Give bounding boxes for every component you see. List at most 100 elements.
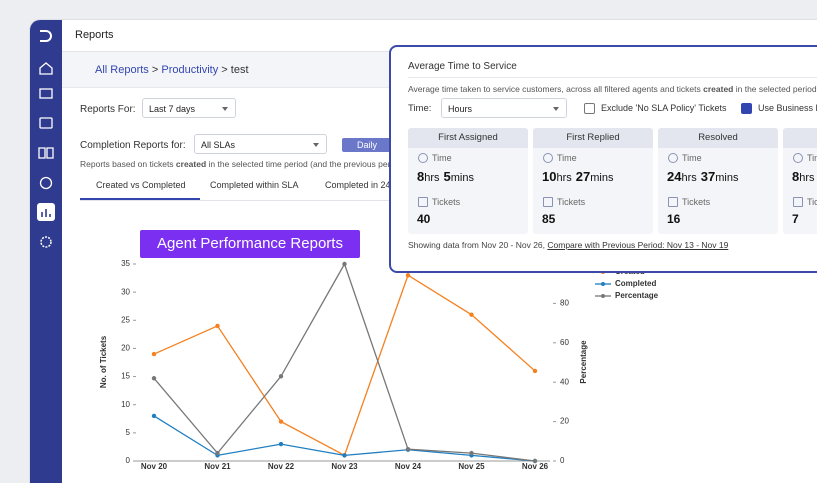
tasks-icon[interactable] [39, 176, 53, 190]
exclude-checkbox[interactable] [584, 103, 595, 114]
desc-text: Average time taken to service customers,… [408, 84, 704, 94]
desc-bold: created [703, 84, 734, 94]
time-label: Time [557, 153, 577, 163]
y-axis-label: No. of Tickets [99, 335, 108, 388]
breadcrumb-link[interactable]: All Reports [95, 64, 149, 76]
y-tick-label: 0 [126, 456, 131, 465]
sidebar [30, 20, 62, 483]
tickets-label: Tickets [807, 197, 817, 207]
ticket-icon [543, 197, 553, 207]
y2-tick-label: 0 [560, 456, 565, 465]
point [151, 413, 157, 419]
breadcrumb-current: test [230, 64, 249, 76]
time-label: Time [432, 153, 452, 163]
clock-icon [668, 153, 678, 163]
metric-card: First Assigned Time 8hrs 5mins Tickets 40 [408, 128, 528, 234]
time-label: Time [807, 153, 817, 163]
point [215, 450, 220, 456]
home-icon[interactable] [39, 62, 53, 75]
divider [408, 77, 817, 78]
clock-icon [543, 153, 553, 163]
note-text: Reports based on tickets [80, 159, 176, 169]
y-tick-label: 20 [121, 344, 130, 353]
time-unit: hrs [556, 172, 572, 184]
ticket-icon [668, 197, 678, 207]
time-unit: hrs [799, 172, 815, 184]
settings-icon[interactable] [40, 236, 52, 248]
time-label: Time: [408, 103, 432, 114]
legend-marker [601, 294, 605, 298]
time-value: 24hrs 37mins [667, 169, 738, 184]
point [469, 450, 474, 456]
y-tick-label: 25 [121, 315, 130, 324]
time-number: 24 [667, 169, 682, 184]
y2-tick-label: 40 [560, 377, 569, 386]
breadcrumb-sep: > [151, 64, 159, 76]
series-line [153, 262, 536, 462]
time-unit: mins [590, 172, 614, 184]
card-title [783, 128, 817, 148]
ticket-icon [793, 197, 803, 207]
time-number: 8 [792, 169, 800, 184]
reports-for-select[interactable]: Last 7 days [142, 98, 236, 118]
y-tick-label: 35 [121, 259, 130, 268]
time-unit: mins [715, 172, 739, 184]
point [469, 312, 474, 317]
exclude-label: Exclude 'No SLA Policy' Tickets [601, 103, 727, 113]
daily-button[interactable]: Daily [342, 138, 392, 152]
point [532, 458, 538, 464]
business-checkbox[interactable] [741, 103, 752, 114]
compare-link[interactable]: Compare with Previous Period: Nov 13 - N… [547, 240, 729, 250]
point [151, 376, 157, 381]
x-tick-label: Nov 20 [141, 462, 168, 471]
y-tick-label: 30 [121, 287, 130, 296]
tickets-icon[interactable] [39, 88, 53, 99]
header-title: Reports [75, 29, 114, 41]
ticket-icon [418, 197, 428, 207]
business-label: Use Business Hours [758, 103, 817, 113]
y2-tick-label: 80 [560, 299, 569, 308]
point [278, 419, 284, 424]
x-tick-label: Nov 25 [458, 462, 485, 471]
completion-label: Completion Reports for: [80, 140, 186, 151]
tab[interactable]: Completed within SLA [210, 180, 299, 190]
time-select[interactable]: Hours [441, 98, 567, 118]
popup-desc: Average time taken to service customers,… [408, 84, 817, 94]
x-tick-label: Nov 23 [331, 462, 358, 471]
time-unit: hrs [681, 172, 697, 184]
sidebar-icons [37, 30, 55, 248]
series-line [153, 274, 536, 457]
x-tick-label: Nov 24 [395, 462, 422, 471]
clock-icon [793, 153, 803, 163]
contacts-icon[interactable] [39, 117, 53, 129]
time-value: 8hrs 5mins [417, 169, 474, 184]
card-title: First Assigned [408, 128, 528, 148]
note-bold: created [175, 159, 207, 169]
legend-label: Completed [615, 279, 656, 288]
time-number: 5 [443, 169, 451, 184]
time-unit: hrs [424, 172, 440, 184]
reports-for-label: Reports For: [80, 104, 136, 115]
metric-card: Time 8hrs Tickets 7 [783, 128, 817, 234]
banner: Agent Performance Reports [140, 230, 360, 258]
point [342, 453, 347, 458]
metric-card: First Replied Time 10hrs 27mins Tickets 85 [533, 128, 653, 234]
tickets-value: 7 [792, 212, 799, 226]
x-tick-label: Nov 22 [268, 462, 295, 471]
time-number: 27 [575, 169, 591, 184]
kb-icon[interactable] [38, 147, 54, 159]
y2-tick-label: 60 [560, 338, 569, 347]
tab-active[interactable]: Created vs Completed [80, 180, 200, 200]
time-value: 10hrs 27mins [542, 169, 613, 184]
note: Reports based on tickets created in the … [80, 159, 405, 169]
clock-icon [418, 153, 428, 163]
point [342, 261, 347, 267]
tab[interactable]: Completed in 24 hours [325, 180, 416, 190]
y2-tick-label: 20 [560, 417, 569, 426]
tickets-value: 85 [542, 212, 556, 226]
point [278, 441, 284, 447]
breadcrumb-link[interactable]: Productivity [161, 64, 219, 76]
point [278, 374, 284, 379]
completion-select[interactable]: All SLAs [194, 134, 327, 154]
